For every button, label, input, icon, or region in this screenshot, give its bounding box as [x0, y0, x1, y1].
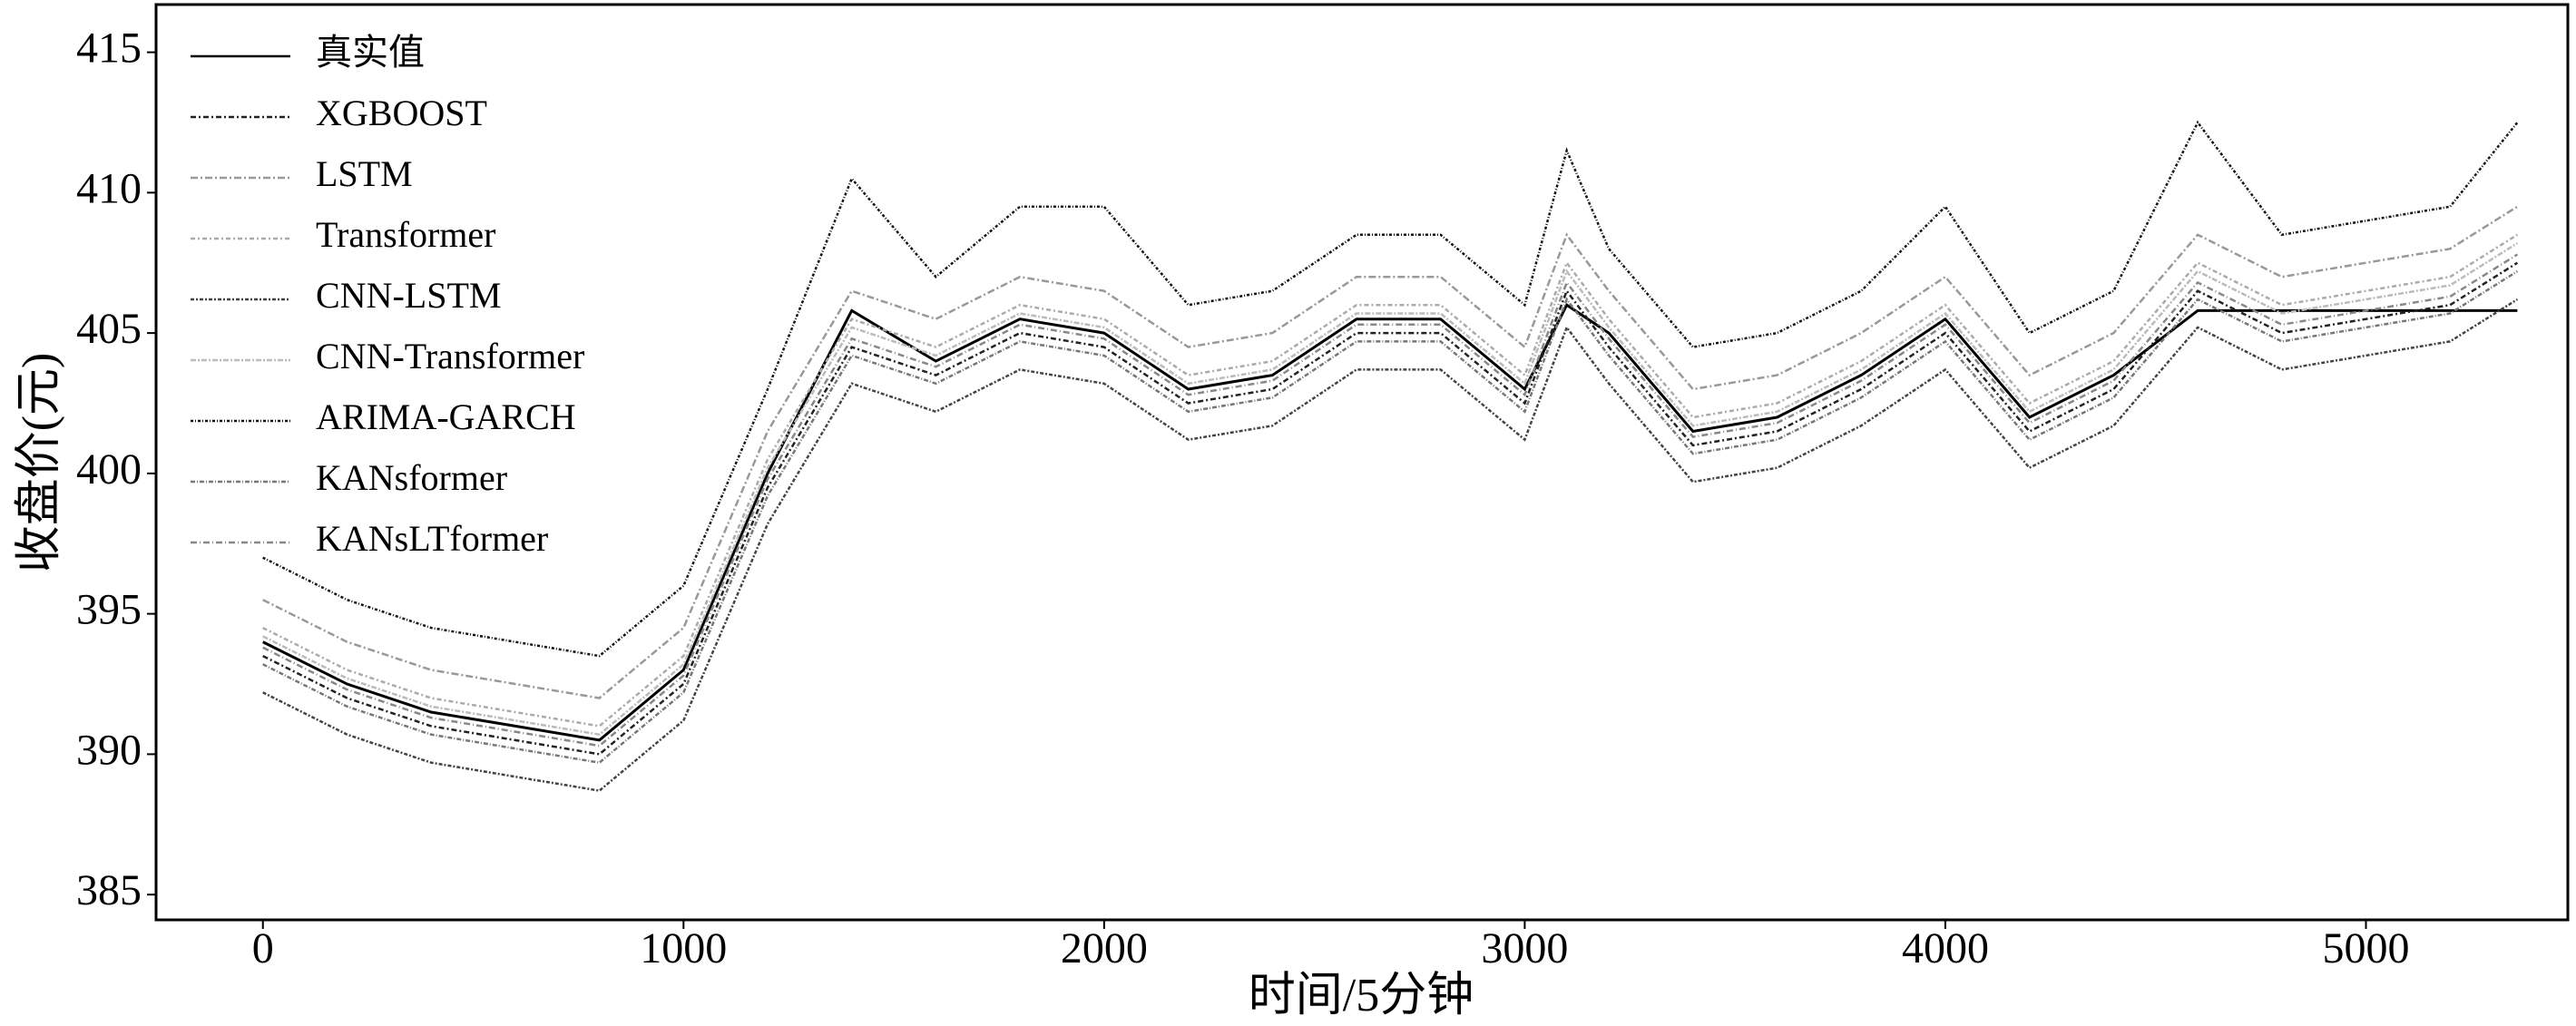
legend-label: 真实值: [316, 32, 425, 73]
legend-label: KANsformer: [316, 457, 507, 498]
y-tick-label: 405: [76, 305, 142, 353]
y-axis-label: 收盘价(元): [14, 353, 65, 573]
x-tick-label: 0: [252, 924, 274, 972]
series-line: [262, 120, 2519, 658]
legend-label: ARIMA-GARCH: [316, 396, 576, 437]
legend-label: CNN-Transformer: [316, 336, 584, 376]
series-line: [262, 253, 2519, 748]
series-line: [262, 303, 2518, 742]
series-line: [262, 242, 2519, 737]
x-tick-label: 4000: [1902, 924, 1989, 972]
y-tick-label: 390: [76, 726, 142, 774]
series-line: [262, 269, 2519, 765]
x-tick-label: 5000: [2322, 924, 2409, 972]
y-tick-label: 410: [76, 164, 142, 212]
series-line: [262, 205, 2519, 699]
plot-frame: [154, 3, 2570, 922]
x-tick-label: 2000: [1061, 924, 1148, 972]
legend-label: KANsLTformer: [316, 518, 548, 559]
series-line: [262, 261, 2519, 756]
legend-label: XGBOOST: [316, 93, 487, 133]
y-tick-label: 385: [76, 866, 142, 914]
y-tick-label: 395: [76, 586, 142, 634]
y-tick-label: 415: [76, 24, 142, 73]
series-line: [262, 233, 2519, 728]
y-tick-label: 400: [76, 445, 142, 493]
legend-label: Transformer: [316, 214, 496, 255]
legend-label: LSTM: [316, 153, 413, 194]
x-tick-label: 1000: [640, 924, 727, 972]
legend-label: CNN-LSTM: [316, 275, 501, 316]
series-line: [262, 298, 2519, 792]
x-tick-label: 3000: [1481, 924, 1568, 972]
x-axis-label: 时间/5分钟: [1249, 970, 1474, 1021]
